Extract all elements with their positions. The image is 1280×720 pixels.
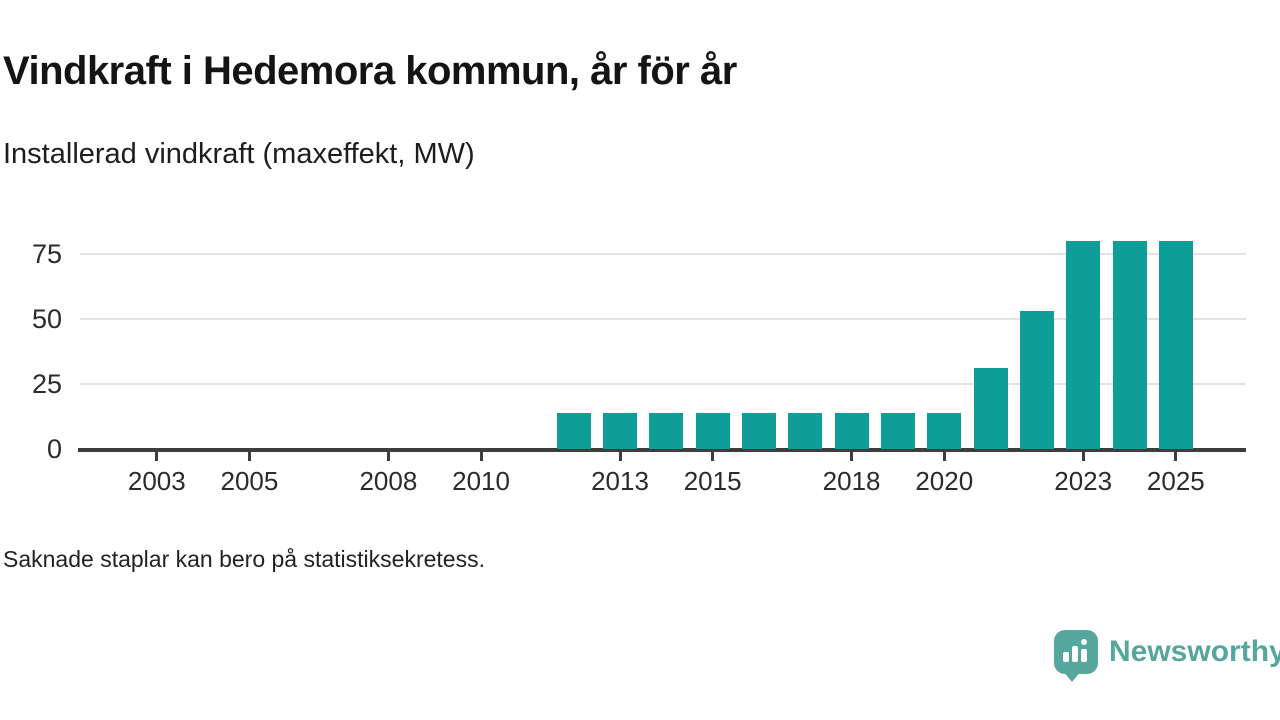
bar-2019 [880, 412, 915, 449]
bar-2012 [556, 412, 591, 449]
x-axis-label-2008: 2008 [359, 466, 418, 496]
x-tick-2003 [155, 452, 159, 461]
x-tick-2005 [247, 452, 251, 461]
bar-2020 [927, 412, 962, 449]
chart-title: Vindkraft i Hedemora kommun, år för år [3, 49, 737, 93]
x-tick-2008 [386, 452, 390, 461]
y-axis-label-25: 25 [31, 369, 62, 399]
logo-exclamation-dot-icon [1081, 639, 1087, 645]
x-axis-label-2005: 2005 [220, 466, 279, 496]
footnote: Saknade staplar kan bero på statistiksek… [3, 546, 485, 572]
newsworthy-logo[interactable]: Newsworthy [1054, 630, 1280, 682]
x-tick-2018 [850, 452, 854, 461]
gridline-75 [80, 253, 1246, 255]
bar-2024 [1112, 241, 1147, 449]
x-axis-label-2020: 2020 [915, 466, 974, 496]
y-axis-label-0: 0 [46, 434, 62, 464]
bar-2022 [1019, 311, 1054, 449]
x-axis-label-2010: 2010 [452, 466, 510, 496]
bar-2021 [973, 368, 1008, 449]
bar-2017 [788, 412, 823, 449]
y-axis-label-50: 50 [31, 304, 62, 334]
logo-bar-icon [1063, 652, 1069, 662]
x-tick-2015 [711, 452, 715, 461]
x-axis-label-2013: 2013 [591, 466, 649, 496]
chart-subtitle: Installerad vindkraft (maxeffekt, MW) [3, 138, 475, 170]
x-axis-label-2018: 2018 [822, 466, 881, 496]
speech-bubble-tail [1063, 671, 1081, 682]
x-axis-line [78, 448, 1246, 452]
x-axis-label-2015: 2015 [683, 466, 742, 496]
bar-2025 [1158, 241, 1193, 449]
bar-2016 [741, 412, 776, 449]
bar-2013 [603, 412, 637, 449]
logo-exclamation-stem-icon [1081, 649, 1087, 662]
bar-2018 [834, 412, 869, 449]
x-axis-label-2003: 2003 [127, 466, 186, 496]
x-tick-2025 [1174, 452, 1178, 461]
gridline-50 [80, 318, 1246, 320]
newsworthy-wordmark: Newsworthy [1109, 635, 1280, 668]
x-tick-2013 [618, 452, 622, 461]
bar-2015 [695, 412, 730, 449]
bar-2014 [649, 412, 684, 449]
x-axis-label-2023: 2023 [1054, 466, 1113, 496]
x-tick-2020 [942, 452, 946, 461]
gridline-25 [80, 383, 1246, 385]
bar-2023 [1066, 241, 1101, 449]
logo-bar-icon [1072, 646, 1078, 662]
newsworthy-speech-bubble-barchart-icon [1054, 630, 1098, 682]
x-tick-2010 [479, 452, 483, 461]
y-axis-label-75: 75 [31, 239, 62, 269]
x-tick-2023 [1081, 452, 1085, 461]
x-axis-label-2025: 2025 [1146, 466, 1205, 496]
